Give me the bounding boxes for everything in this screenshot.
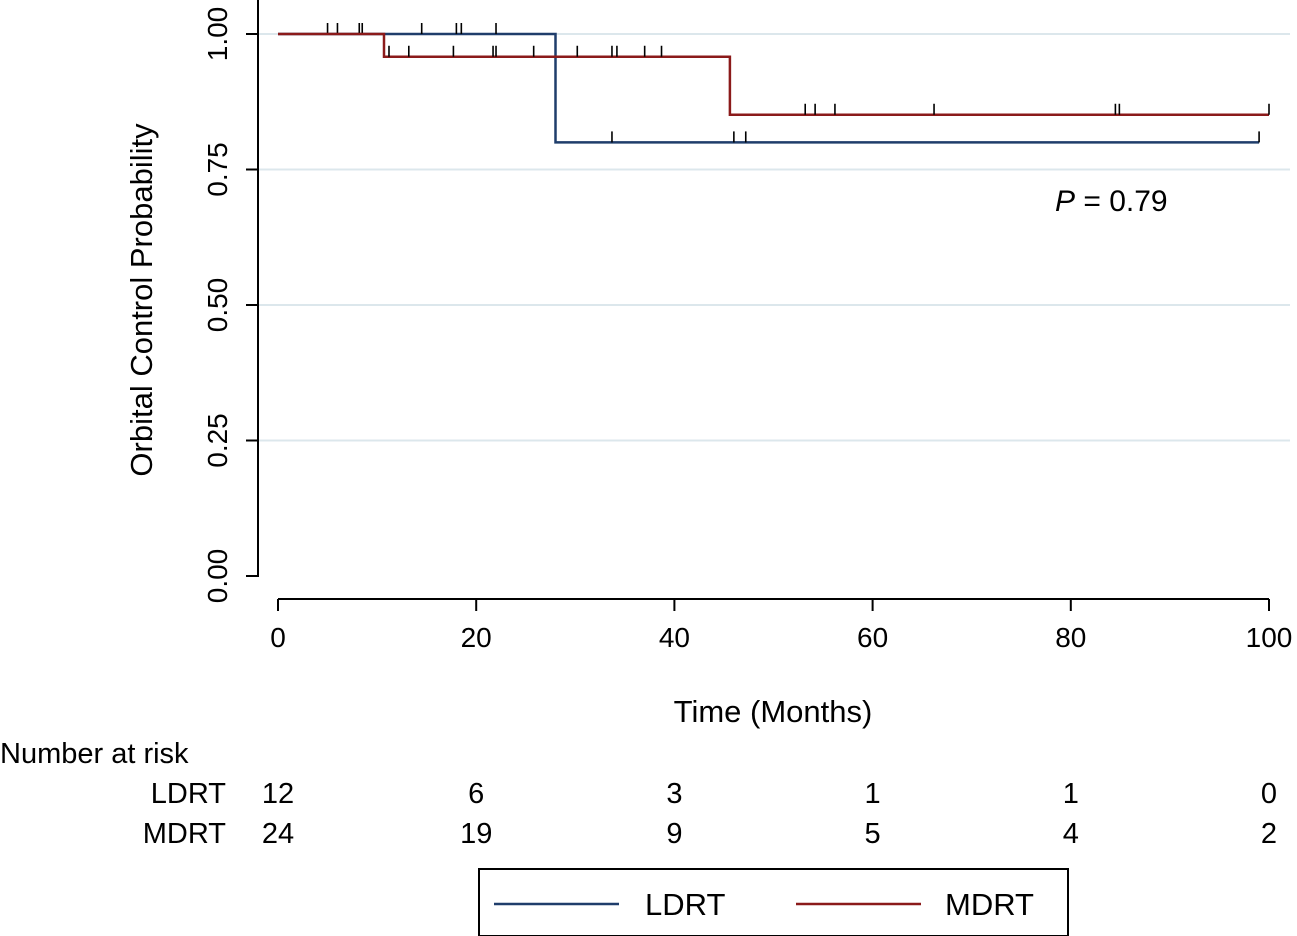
risk-row-label-mdrt: MDRT	[143, 818, 227, 850]
axes	[257, 0, 1269, 600]
risk-value-ldrt: 3	[666, 778, 682, 810]
risk-table-title: Number at risk	[0, 738, 189, 770]
y-tick-label: 0.00	[202, 549, 233, 604]
p-value-symbol: P	[1055, 185, 1075, 218]
y-tick-label: 0.25	[202, 413, 233, 468]
legend: LDRT MDRT	[478, 868, 1069, 936]
series	[278, 23, 1270, 144]
risk-value-ldrt: 6	[468, 778, 484, 810]
x-tick-label: 40	[659, 622, 690, 653]
risk-value-ldrt: 1	[865, 778, 881, 810]
x-tick-label: 60	[857, 622, 888, 653]
risk-value-ldrt: 1	[1063, 778, 1079, 810]
series-line-mdrt	[278, 32, 1269, 117]
y-tick-label: 1.00	[202, 7, 233, 62]
risk-value-mdrt: 24	[262, 818, 294, 850]
x-tick-label: 80	[1055, 622, 1086, 653]
risk-value-mdrt: 19	[460, 818, 492, 850]
risk-table: Number at risk LDRT 12 6 3 1 1 0 MDRT 24 19 9 5 4 2	[0, 738, 1277, 850]
risk-row-label-ldrt: LDRT	[151, 778, 226, 810]
risk-value-mdrt: 4	[1063, 818, 1079, 850]
legend-label-mdrt: MDRT	[945, 887, 1034, 922]
series-line-ldrt	[278, 32, 1260, 144]
x-tick-label: 100	[1246, 622, 1293, 653]
legend-label-ldrt: LDRT	[645, 887, 725, 922]
x-tick-label: 0	[270, 622, 286, 653]
risk-value-mdrt: 5	[865, 818, 881, 850]
y-tick-label: 0.50	[202, 278, 233, 333]
y-tick-label: 0.75	[202, 142, 233, 197]
risk-value-ldrt: 12	[262, 778, 294, 810]
x-tick-label: 20	[461, 622, 492, 653]
legend-box	[478, 868, 1069, 936]
gridlines	[258, 33, 1290, 442]
p-value-text: = 0.79	[1075, 185, 1168, 218]
y-axis-title: Orbital Control Probability	[124, 123, 159, 477]
risk-value-mdrt: 2	[1261, 818, 1277, 850]
risk-value-ldrt: 0	[1261, 778, 1277, 810]
p-value-annotation: P = 0.79	[1055, 185, 1168, 218]
risk-value-mdrt: 9	[666, 818, 682, 850]
x-ticks: 0 20 40 60 80 100	[270, 599, 1292, 653]
x-axis-title: Time (Months)	[674, 694, 873, 729]
y-ticks: 0.00 0.25 0.50 0.75 1.00	[202, 7, 258, 604]
